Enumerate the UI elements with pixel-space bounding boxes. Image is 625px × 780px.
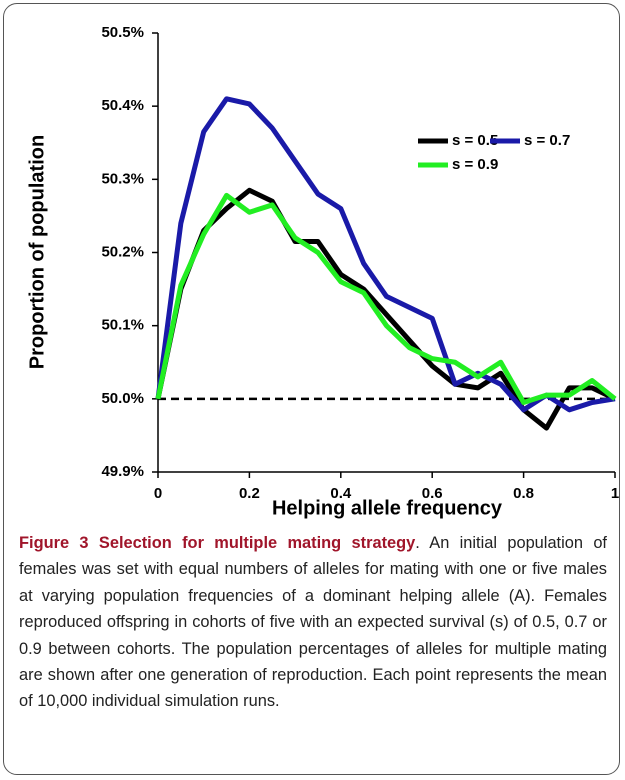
caption-label: Figure 3: [19, 534, 89, 552]
y-tick-label: 50.3%: [101, 170, 144, 187]
legend-label: s = 0.5: [452, 132, 498, 149]
y-axis-title: Proportion of population: [26, 135, 48, 369]
y-tick-label: 50.2%: [101, 243, 144, 260]
y-tick-label: 50.0%: [101, 390, 144, 407]
series-line: [155, 187, 617, 431]
x-tick-label: 0: [154, 485, 162, 502]
x-axis-title: Helping allele frequency: [272, 497, 503, 519]
series-line: [155, 192, 617, 405]
legend-label: s = 0.7: [524, 132, 570, 149]
caption: Figure 3 Selection for multiple mating s…: [19, 530, 607, 715]
y-tick-label: 49.9%: [101, 463, 144, 480]
caption-title: Selection for multiple mating strategy: [98, 534, 416, 552]
x-tick-label: 1: [611, 485, 619, 502]
figure-frame: [3, 3, 620, 775]
x-tick-label: 0.2: [239, 485, 260, 502]
caption-text: . An initial population of females was s…: [19, 534, 607, 711]
chart: Helping allele frequency Proportion of p…: [26, 24, 619, 519]
y-tick-label: 50.4%: [101, 97, 144, 114]
y-tick-label: 50.1%: [101, 317, 144, 334]
x-tick-label: 0.4: [330, 485, 352, 502]
x-tick-label: 0.6: [422, 485, 443, 502]
legend-label: s = 0.9: [452, 156, 498, 173]
y-tick-label: 50.5%: [101, 24, 144, 41]
x-tick-label: 0.8: [513, 485, 534, 502]
